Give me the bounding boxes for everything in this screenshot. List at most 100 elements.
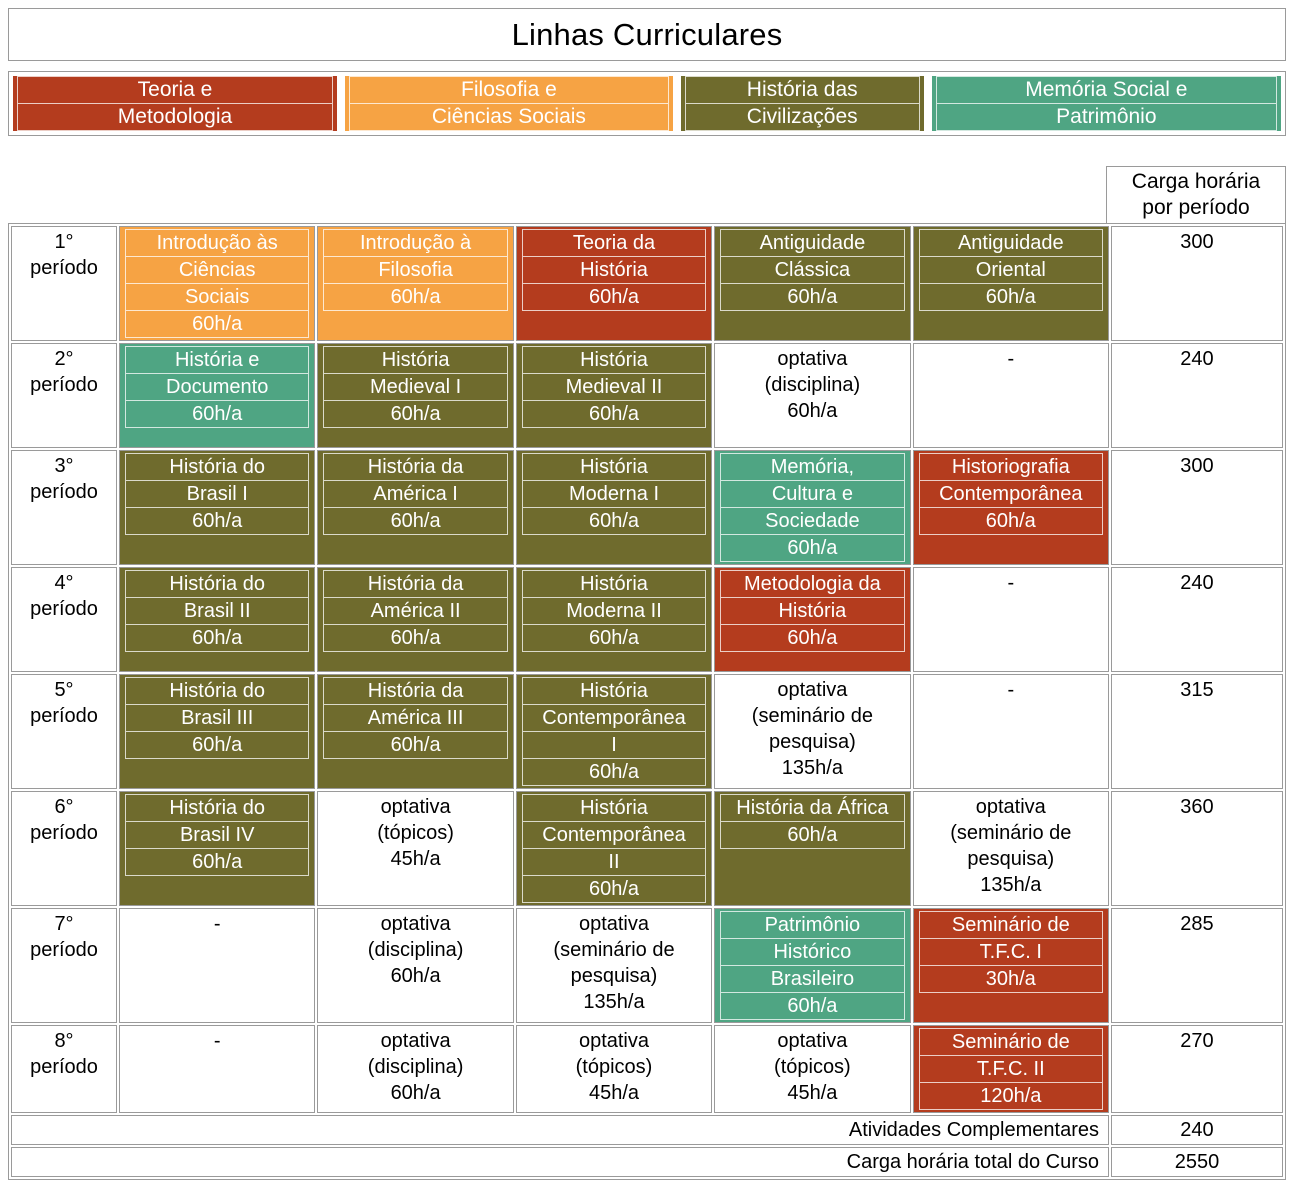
- cell-line: (disciplina): [367, 1056, 464, 1078]
- cell-line: optativa: [380, 796, 451, 818]
- cell-line: Ciências: [125, 257, 310, 284]
- cell-line: Sociedade: [720, 508, 905, 535]
- period-line: 7°: [54, 913, 74, 935]
- period-cell: 8° período: [11, 1025, 117, 1113]
- course-cell: História do Brasil IV 60h/a: [119, 791, 316, 906]
- cell-line: (disciplina): [367, 939, 464, 961]
- cell-line: História do: [125, 570, 310, 598]
- course-cell: optativa (tópicos) 45h/a: [515, 1025, 713, 1113]
- cell-line: 60h/a: [521, 625, 707, 652]
- cell-line: pesquisa): [570, 965, 658, 987]
- cell-line: Documento: [125, 374, 310, 401]
- cell-line: História do: [125, 453, 310, 481]
- period-cell: 7° período: [11, 908, 117, 1023]
- cell-line: optativa: [578, 1030, 650, 1052]
- cell-line: História: [720, 598, 905, 625]
- cell-line: Patrimônio: [720, 911, 905, 939]
- curriculum-grid: 1° período Introdução às Ciências Sociais 60h…: [8, 223, 1286, 1180]
- cell-line: 135h/a: [980, 874, 1042, 896]
- cell-line: Moderna I: [521, 481, 707, 508]
- cell-line: -: [213, 913, 221, 935]
- cell-line: 60h/a: [521, 508, 707, 535]
- carga-cell: 300: [1110, 450, 1283, 565]
- cell-line: 60h/a: [323, 508, 508, 535]
- course-cell: Introdução à Filosofia 60h/a: [317, 226, 514, 341]
- course-cell: História do Brasil I 60h/a: [119, 450, 316, 565]
- course-cell: optativa (disciplina) 60h/a: [317, 908, 514, 1023]
- course-cell: História do Brasil III 60h/a: [119, 674, 316, 789]
- course-cell: História da América II 60h/a: [317, 567, 514, 672]
- course-cell: -: [912, 567, 1109, 672]
- cell-line: (seminário de: [950, 822, 1072, 844]
- carga-cell: 240: [1110, 567, 1283, 672]
- period-line: período: [30, 939, 98, 961]
- legend-item-teoria: Teoria e Metodologia: [13, 76, 337, 131]
- cell-line: Brasil IV: [125, 822, 310, 849]
- cell-line: Memória,: [720, 453, 905, 481]
- cell-line: América I: [323, 481, 508, 508]
- footer-label-cell: Carga horária total do Curso: [11, 1147, 1109, 1177]
- cell-line: História da: [323, 677, 508, 705]
- cell-line: Filosofia: [323, 257, 508, 284]
- cell-line: Medieval II: [521, 374, 707, 401]
- course-cell: -: [119, 1025, 316, 1113]
- cell-line: -: [213, 1030, 221, 1052]
- period-line: 6°: [54, 796, 74, 818]
- legend-line: Filosofia e: [349, 76, 669, 104]
- legend-item-memoria: Memória Social e Patrimônio: [931, 76, 1282, 131]
- cell-line: Oriental: [918, 257, 1103, 284]
- course-cell: Antiguidade Clássica 60h/a: [714, 226, 911, 341]
- cell-line: optativa: [777, 679, 848, 701]
- cell-line: História: [521, 570, 707, 598]
- cell-line: Antiguidade: [720, 229, 905, 257]
- course-cell: História Moderna II 60h/a: [515, 567, 713, 672]
- cell-line: 60h/a: [125, 508, 310, 535]
- course-cell: Seminário de T.F.C. I 30h/a: [912, 908, 1109, 1023]
- period-line: período: [30, 598, 98, 620]
- cell-line: História do: [125, 677, 310, 705]
- period-line: 8°: [54, 1030, 74, 1052]
- cell-line: América II: [323, 598, 508, 625]
- cell-line: 60h/a: [720, 284, 905, 311]
- cell-line: pesquisa): [769, 731, 856, 753]
- period-cell: 5° período: [11, 674, 117, 789]
- cell-line: América III: [323, 705, 508, 732]
- cell-line: 60h/a: [125, 625, 310, 652]
- cell-line: Cultura e: [720, 481, 905, 508]
- legend-line: Metodologia: [17, 104, 333, 131]
- period-line: 1°: [54, 231, 74, 253]
- cell-line: optativa: [975, 796, 1046, 818]
- course-cell: Patrimônio Histórico Brasileiro 60h/a: [714, 908, 911, 1023]
- cell-line: História: [521, 346, 707, 374]
- cell-line: Introdução à: [323, 229, 508, 257]
- cell-line: 135h/a: [583, 991, 645, 1013]
- cell-line: Seminário de: [918, 1028, 1103, 1056]
- period-line: 4°: [54, 572, 74, 594]
- cell-line: 60h/a: [521, 876, 707, 903]
- cell-line: -: [1007, 679, 1015, 701]
- cell-line: Medieval I: [323, 374, 508, 401]
- legend-line: Ciências Sociais: [349, 104, 669, 131]
- period-line: período: [30, 822, 98, 844]
- cell-line: Seminário de: [918, 911, 1103, 939]
- cell-line: 60h/a: [918, 284, 1103, 311]
- cell-line: 60h/a: [521, 284, 707, 311]
- cell-line: 60h/a: [125, 849, 310, 876]
- course-cell: optativa (seminário de pesquisa) 135h/a: [714, 674, 911, 789]
- cell-line: optativa: [777, 1030, 848, 1052]
- curriculum-table: Carga horária por período 1° período Intro…: [8, 166, 1286, 1180]
- cell-line: (disciplina): [764, 374, 861, 396]
- course-cell: História Contemporânea II 60h/a: [515, 791, 713, 906]
- course-cell: -: [912, 343, 1109, 448]
- legend-line: Patrimônio: [935, 104, 1278, 131]
- cell-line: T.F.C. II: [918, 1056, 1103, 1083]
- legend-line: Civilizações: [684, 104, 920, 131]
- cell-line: 60h/a: [125, 401, 310, 428]
- cell-line: 60h/a: [390, 1082, 441, 1104]
- cell-line: 60h/a: [720, 625, 905, 652]
- cell-line: 135h/a: [781, 757, 843, 779]
- cell-line: 60h/a: [720, 993, 905, 1020]
- cell-line: optativa: [777, 348, 848, 370]
- period-line: período: [30, 705, 98, 727]
